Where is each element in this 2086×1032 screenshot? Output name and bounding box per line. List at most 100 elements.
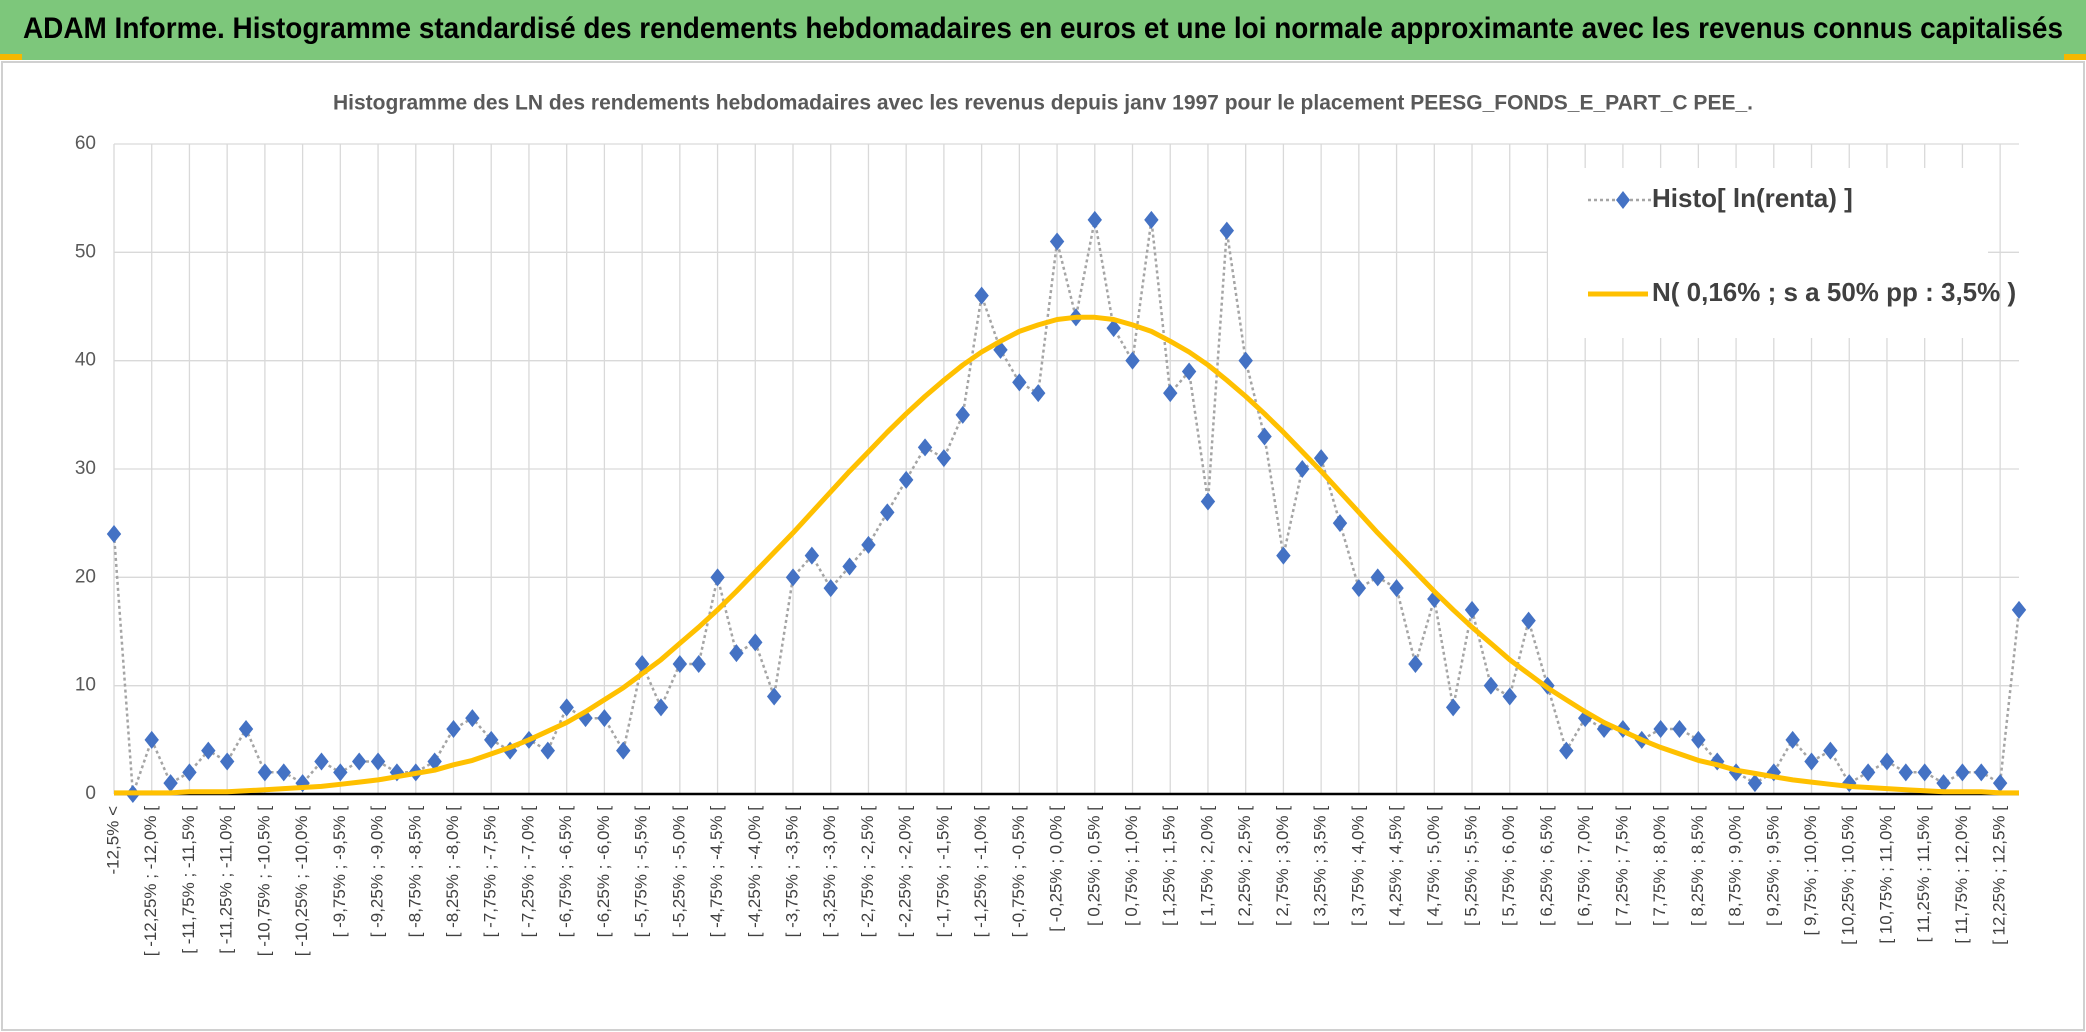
histogram-point (1031, 384, 1046, 403)
x-tick-label: [ 4,75% ; 5,0% [ (1424, 806, 1443, 926)
histogram-point (540, 741, 556, 760)
histogram-point (955, 405, 970, 424)
x-tick-label: [ 0,75% ; 1,0% [ (1122, 806, 1141, 926)
x-tick-label: [ 4,25% ; 4,5% [ (1386, 806, 1405, 926)
histogram-point (219, 752, 235, 771)
histogram-point (484, 730, 499, 749)
histogram-point (333, 763, 348, 782)
histogram-point (1370, 568, 1385, 587)
histogram-point (597, 709, 612, 728)
corner (2064, 54, 2086, 60)
histogram-point (370, 752, 386, 771)
histogram-point (1992, 774, 2008, 793)
histogram-point (1559, 741, 1574, 760)
histogram-point (257, 763, 273, 782)
histogram-point (1860, 763, 1876, 782)
histogram-point (351, 752, 367, 771)
x-tick-label: [ -10,25% ; -10,0% [ (292, 806, 311, 957)
histogram-point (1181, 362, 1197, 381)
y-tick-label: 30 (75, 458, 96, 479)
histogram-point (276, 763, 291, 782)
histogram-point (1200, 492, 1216, 511)
x-tick-label: [ 6,25% ; 6,5% [ (1537, 806, 1556, 926)
x-tick-label: [ -3,75% ; -3,5% [ (782, 806, 801, 938)
x-tick-label: [ -12,25% ; -12,0% [ (141, 806, 160, 957)
histogram-point (748, 633, 763, 652)
histogram-point (465, 709, 480, 728)
histogram-point (616, 741, 631, 760)
x-tick-label: [ 0,25% ; 0,5% [ (1084, 806, 1103, 926)
histogram-point (1747, 774, 1763, 793)
x-tick-label: [ 3,25% ; 3,5% [ (1311, 806, 1330, 926)
histogram-point (1125, 351, 1140, 370)
histogram-point (1483, 676, 1499, 695)
histogram-point (785, 568, 801, 587)
header-title: ADAM Informe. Histogramme standardisé de… (23, 12, 2063, 45)
histogram-point (446, 720, 461, 738)
x-tick-label: [ 9,75% ; 10,0% [ (1801, 806, 1820, 936)
histogram-point (1898, 763, 1914, 782)
corner (0, 54, 22, 60)
histogram-point (1823, 741, 1838, 760)
histogram-point (1955, 763, 1970, 782)
x-tick-label: [ 6,75% ; 7,0% [ (1575, 806, 1594, 926)
histogram-point (1295, 460, 1310, 478)
x-tick-label: [ 5,25% ; 5,5% [ (1462, 806, 1481, 926)
x-tick-label: [ 8,75% ; 9,0% [ (1726, 806, 1745, 926)
histogram-point (1672, 720, 1687, 738)
histogram-point (691, 655, 706, 673)
histogram-point (1389, 579, 1404, 598)
histogram-point (1464, 600, 1480, 619)
histogram-point (1238, 351, 1253, 370)
histogram-point (1219, 221, 1235, 240)
legend-label: Histo[ ln(renta) ] (1652, 183, 1853, 213)
histogram-point (842, 557, 857, 576)
histogram-point (993, 340, 1008, 359)
x-tick-label: [ -4,25% ; -4,0% [ (745, 806, 764, 938)
y-tick-label: 40 (75, 350, 96, 371)
x-tick-label: [ 10,25% ; 10,5% [ (1839, 806, 1858, 945)
histogram-point (917, 438, 933, 457)
histogram-point (1936, 774, 1951, 793)
histogram-point (427, 752, 442, 771)
histogram-point (1012, 373, 1027, 392)
chart-title: Histogramme des LN des rendements hebdom… (333, 92, 1753, 115)
histogram-point (1087, 210, 1102, 229)
histogram-point (1351, 579, 1367, 598)
histogram-point (559, 698, 574, 717)
histogram-point (1691, 730, 1706, 749)
y-tick-label: 50 (75, 241, 96, 262)
x-tick-label: [ -9,25% ; -9,0% [ (368, 806, 387, 938)
histogram-point (1974, 763, 1989, 782)
x-tick-label: [ 5,75% ; 6,0% [ (1499, 806, 1518, 926)
histogram-point (936, 449, 952, 468)
x-tick-label: [ 12,25% ; 12,5% [ (1990, 806, 2009, 945)
histogram-point (238, 720, 254, 738)
x-tick-label: [ -1,25% ; -1,0% [ (971, 806, 990, 938)
histogram-point (729, 644, 744, 663)
histogram-point (1408, 655, 1423, 673)
y-tick-label: 10 (75, 675, 96, 696)
legend-marker (1616, 191, 1630, 209)
histogram-point (880, 503, 895, 522)
x-tick-label: [ -7,75% ; -7,5% [ (481, 806, 500, 938)
histogram-point (1785, 730, 1800, 749)
histogram-point (804, 546, 820, 565)
normal-curve (114, 314, 2019, 796)
x-tick-label: [ 3,75% ; 4,0% [ (1348, 806, 1367, 926)
x-tick-label: [ -11,75% ; -11,5% [ (179, 806, 198, 954)
x-tick-label: [ -5,75% ; -5,5% [ (632, 806, 651, 938)
x-tick-label: [ -4,75% ; -4,5% [ (707, 806, 726, 938)
histogram-point (766, 687, 782, 706)
x-tick-label: [ 7,25% ; 7,5% [ (1612, 806, 1631, 926)
histogram-point (653, 698, 669, 717)
histogram-point (1332, 514, 1348, 533)
x-tick-label: [ -0,25% ; 0,0% [ (1047, 806, 1066, 932)
histogram-point (182, 763, 197, 782)
x-tick-label: [ 2,25% ; 2,5% [ (1235, 806, 1254, 926)
histogram-point (314, 752, 329, 771)
x-tick-label: [ -6,75% ; -6,5% [ (556, 806, 575, 938)
histogram-point (144, 730, 159, 749)
